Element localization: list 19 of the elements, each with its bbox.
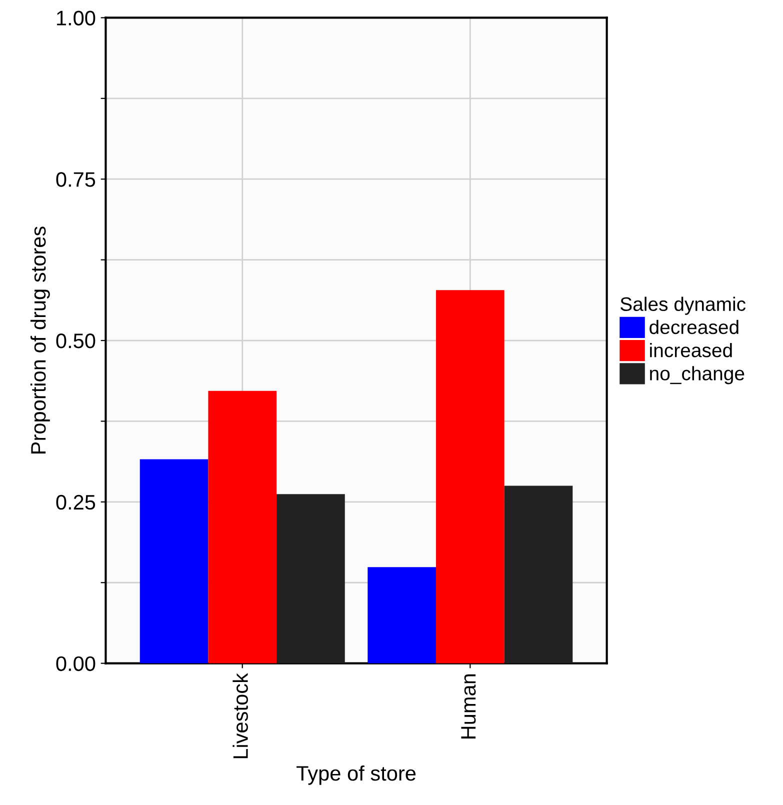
y-tick-label: 0.25 bbox=[56, 494, 96, 510]
y-axis-title: Proportion of drug stores bbox=[30, 226, 50, 454]
legend-label: no_change bbox=[650, 366, 744, 384]
text: 0.00 bbox=[56, 656, 96, 672]
bar bbox=[504, 486, 573, 664]
x-tick-label: Human bbox=[461, 674, 476, 738]
legend-title: Sales dynamic bbox=[620, 296, 746, 315]
bar bbox=[368, 567, 436, 664]
bar bbox=[276, 494, 345, 664]
bar bbox=[140, 459, 208, 664]
legend-label: increased bbox=[650, 342, 732, 358]
y-tick-label: 0.50 bbox=[56, 334, 96, 348]
y-tick-label: 0.75 bbox=[56, 172, 96, 187]
y-tick-label: 1.00 bbox=[57, 10, 96, 26]
legend-label: decreased bbox=[650, 320, 738, 334]
bar bbox=[208, 390, 277, 664]
x-axis-title: Type of store bbox=[296, 765, 416, 785]
x-tick-label: Livestock bbox=[232, 673, 248, 758]
bar bbox=[436, 290, 504, 664]
